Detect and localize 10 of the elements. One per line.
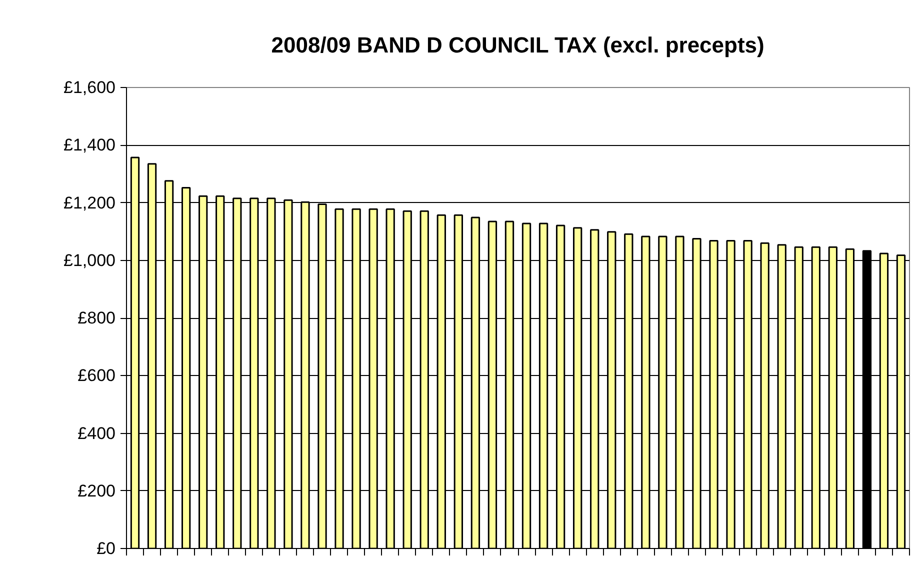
y-tick-label: £1,000 [64, 250, 116, 270]
y-tick-label: £400 [78, 424, 116, 443]
y-tick-label: £200 [78, 481, 116, 500]
y-tick-label: £0 [96, 539, 116, 558]
y-tick-label: £1,200 [64, 193, 116, 212]
chart-title: 2008/09 BAND D COUNCIL TAX (excl. precepts) [271, 32, 764, 58]
y-tick-label: £1,400 [64, 136, 116, 155]
y-tick-label: £800 [78, 308, 116, 328]
y-tick-label: £600 [78, 366, 116, 386]
y-tick-label: £1,600 [64, 78, 116, 97]
